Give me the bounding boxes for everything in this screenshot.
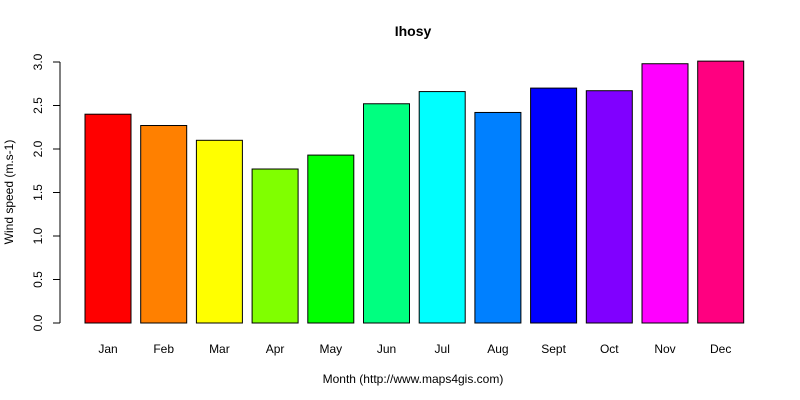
- bar-may: [307, 154, 355, 324]
- y-tick-label: 3.0: [31, 53, 45, 70]
- y-axis: 0.0 0.5 1.0 1.5 2.0 2.5 3.0: [31, 53, 61, 331]
- x-tick-label: Dec: [710, 342, 731, 356]
- x-tick-label: Nov: [654, 342, 675, 356]
- y-tick-label: 0.0: [31, 314, 45, 331]
- x-tick-label: May: [319, 342, 342, 356]
- bar-aug: [474, 111, 522, 324]
- y-tick-label: 2.5: [31, 97, 45, 114]
- x-tick-label: Mar: [209, 342, 230, 356]
- y-tick-label: 0.5: [31, 271, 45, 288]
- x-tick-label: Jul: [435, 342, 450, 356]
- bar-apr: [251, 168, 299, 324]
- y-tick-label: 2.0: [31, 140, 45, 157]
- x-tick-label: Sept: [541, 342, 566, 356]
- y-axis-label: Wind speed (m.s-1): [2, 140, 16, 245]
- chart-title: Ihosy: [395, 23, 432, 39]
- y-tick-label: 1.0: [31, 227, 45, 244]
- x-tick-label: Oct: [600, 342, 619, 356]
- bar-jan: [84, 113, 132, 324]
- bar-jun: [363, 103, 410, 324]
- bar-jul: [418, 91, 466, 324]
- x-tick-labels: Jan Feb Mar Apr May Jun Jul Aug Sept Oct Nov Dec: [98, 342, 731, 356]
- x-tick-label: Apr: [266, 342, 285, 356]
- bar-sept: [530, 87, 578, 324]
- bar-nov: [641, 63, 689, 324]
- x-tick-label: Aug: [487, 342, 508, 356]
- bar-feb: [140, 125, 188, 324]
- x-axis-label: Month (http://www.maps4gis.com): [323, 372, 504, 386]
- y-tick-label: 1.5: [31, 184, 45, 201]
- bars-group: [84, 60, 745, 324]
- bar-dec: [697, 60, 745, 324]
- x-tick-label: Jan: [98, 342, 117, 356]
- bar-oct: [585, 90, 633, 324]
- bar-mar: [195, 139, 243, 324]
- x-tick-label: Jun: [377, 342, 396, 356]
- x-tick-label: Feb: [153, 342, 174, 356]
